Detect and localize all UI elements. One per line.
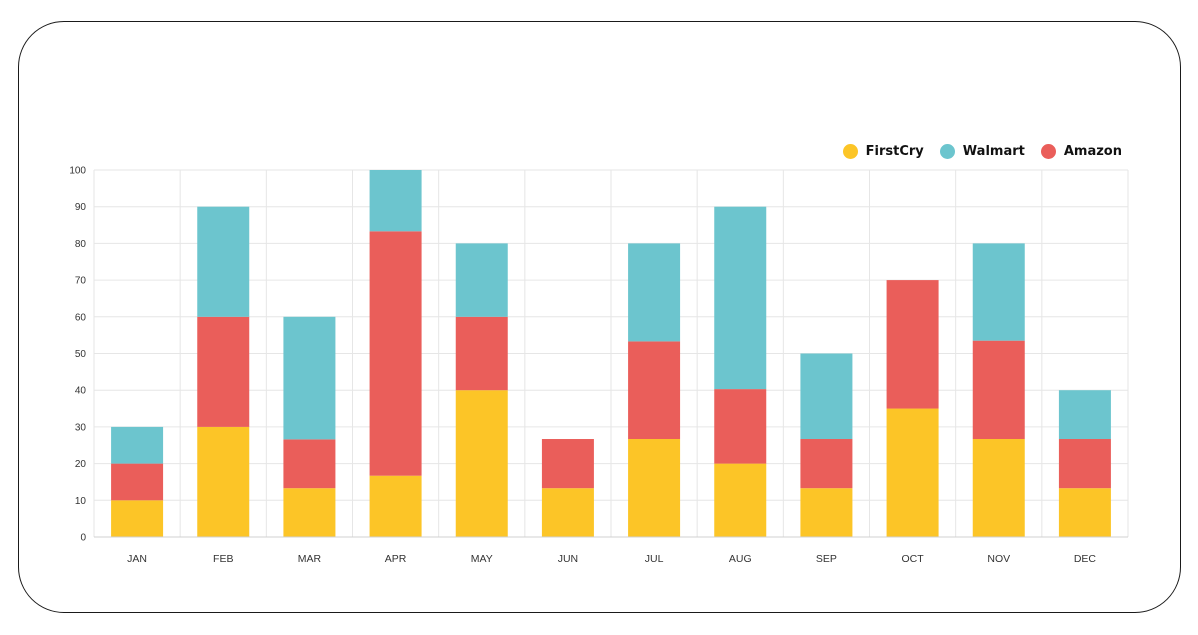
bar-firstcry-aug (714, 463, 767, 537)
y-tick-label: 60 (75, 312, 87, 323)
bar-firstcry-may (455, 390, 508, 537)
legend-swatch-firstcry (842, 144, 858, 159)
y-tick-label: 10 (75, 496, 87, 507)
x-tick-label: MAR (298, 553, 322, 565)
bar-walmart-jul (628, 243, 681, 342)
bar-walmart-aug (714, 206, 767, 390)
x-tick-label: JUN (558, 553, 578, 565)
bar-walmart-mar (283, 316, 336, 440)
x-tick-label: OCT (901, 553, 924, 565)
x-tick-label: JAN (127, 553, 147, 565)
x-tick-label: JUL (645, 553, 664, 565)
bar-amazon-aug (714, 389, 767, 464)
x-tick-label: DEC (1074, 553, 1097, 565)
legend: FirstCry Walmart Amazon (842, 144, 1122, 159)
bar-walmart-sep (800, 353, 853, 440)
y-tick-label: 20 (75, 459, 87, 470)
bar-amazon-jan (111, 463, 164, 501)
bar-amazon-feb (197, 316, 250, 427)
bar-amazon-dec (1058, 439, 1111, 489)
x-tick-label: SEP (816, 553, 837, 565)
legend-label-amazon: Amazon (1063, 144, 1122, 159)
legend-item-firstcry[interactable]: FirstCry (842, 144, 924, 159)
bar-amazon-oct (886, 280, 939, 409)
y-tick-label: 50 (75, 349, 87, 360)
bar-firstcry-jul (628, 439, 681, 537)
legend-swatch-walmart (939, 144, 955, 159)
bar-amazon-sep (800, 439, 853, 489)
bar-firstcry-feb (197, 426, 250, 537)
legend-label-firstcry: FirstCry (865, 144, 924, 159)
legend-label-walmart: Walmart (962, 144, 1025, 159)
bar-walmart-dec (1058, 390, 1111, 440)
bar-firstcry-dec (1058, 488, 1111, 537)
y-tick-label: 40 (75, 386, 87, 397)
x-tick-label: NOV (987, 553, 1010, 565)
legend-item-walmart[interactable]: Walmart (939, 144, 1025, 159)
bar-firstcry-nov (972, 439, 1025, 537)
bar-walmart-nov (972, 243, 1025, 341)
bar-walmart-feb (197, 206, 250, 317)
legend-swatch-amazon (1040, 144, 1056, 159)
x-tick-label: AUG (729, 553, 752, 565)
bar-amazon-jul (628, 341, 681, 440)
bar-firstcry-mar (283, 488, 336, 537)
y-tick-label: 30 (75, 422, 87, 433)
y-tick-label: 90 (75, 202, 87, 213)
y-tick-label: 0 (80, 533, 86, 544)
x-tick-label: MAY (471, 553, 493, 565)
bar-walmart-may (455, 243, 508, 317)
y-tick-label: 100 (69, 166, 86, 177)
bar-amazon-nov (972, 340, 1025, 440)
bar-amazon-jun (541, 439, 594, 489)
bar-amazon-may (455, 316, 508, 391)
bar-firstcry-sep (800, 488, 853, 537)
y-tick-label: 70 (75, 276, 87, 287)
bar-amazon-mar (283, 439, 336, 489)
bar-firstcry-apr (369, 475, 422, 537)
x-tick-label: FEB (213, 553, 233, 565)
bar-walmart-apr (369, 170, 422, 232)
bar-firstcry-jan (111, 500, 164, 537)
legend-item-amazon[interactable]: Amazon (1040, 144, 1122, 159)
y-tick-label: 80 (75, 239, 87, 250)
bar-firstcry-jun (541, 488, 594, 537)
x-tick-label: APR (385, 553, 407, 565)
bar-firstcry-oct (886, 408, 939, 537)
bar-walmart-jan (111, 426, 164, 464)
bar-amazon-apr (369, 231, 422, 476)
